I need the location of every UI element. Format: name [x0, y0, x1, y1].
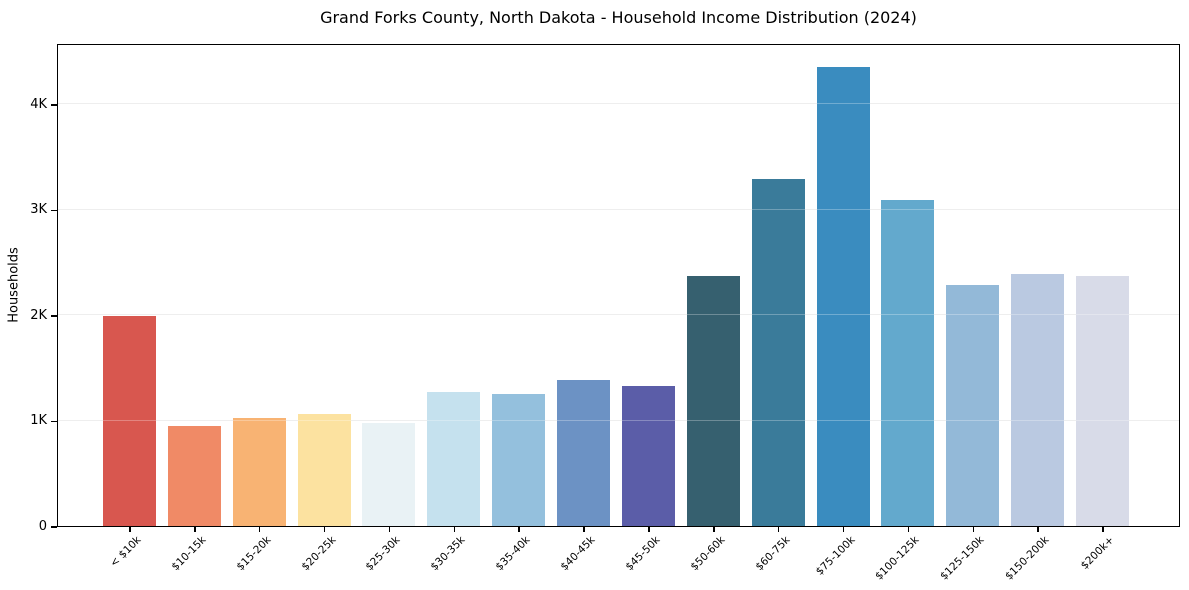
bar-$20-25k — [297, 414, 351, 526]
x-tick-label-$60-75k: $60-75k — [753, 534, 793, 574]
gridline-2000 — [58, 314, 1179, 315]
x-tick-$40-45k — [583, 527, 585, 532]
x-tick-label-$200k+: $200k+ — [1078, 534, 1117, 572]
gridline-3000 — [58, 208, 1179, 210]
x-tick-$50-60k — [713, 527, 715, 532]
bar-< $10k — [103, 316, 156, 526]
plot-area — [57, 44, 1180, 527]
gridline-overlay-1000 — [58, 419, 1179, 421]
x-tick-$20-25k — [323, 527, 326, 532]
x-tick-label-$100-125k: $100-125k — [873, 534, 922, 583]
x-tick-label-$25-30k: $25-30k — [363, 534, 403, 574]
bar-$10-15k — [167, 425, 221, 526]
gridline-overlay-3000 — [58, 208, 1179, 210]
x-tick-label-$15-20k: $15-20k — [234, 534, 274, 574]
x-tick-label-$45-50k: $45-50k — [623, 534, 663, 574]
bar-$100-125k — [881, 200, 935, 526]
x-tick-$25-30k — [388, 527, 391, 532]
x-tick-$200k+ — [1102, 527, 1104, 532]
bar-$50-60k — [686, 275, 740, 526]
x-tick-$100-125k — [907, 527, 910, 532]
bar-$40-45k — [557, 379, 611, 526]
x-tick-$150-200k — [1037, 527, 1039, 532]
gridline-overlay-4000 — [58, 102, 1179, 104]
x-tick-$45-50k — [648, 527, 650, 532]
y-tick-2K — [51, 315, 57, 317]
bar-$25-30k — [362, 422, 416, 526]
bar-$15-20k — [232, 418, 286, 526]
x-tick-$10-15k — [194, 527, 196, 532]
x-tick-$15-20k — [258, 527, 261, 532]
bar-$200k+ — [1076, 275, 1130, 526]
x-tick-$30-35k — [453, 527, 456, 532]
y-tick-label-0: 0 — [38, 519, 47, 534]
gridline-1000 — [58, 419, 1179, 421]
y-tick-label-1K: 1K — [30, 413, 47, 429]
bar-$60-75k — [751, 178, 805, 526]
x-tick-label-< $10k: < $10k — [107, 534, 144, 570]
x-tick-< $10k — [129, 527, 131, 532]
bar-$125-150k — [946, 285, 1000, 526]
x-tick-$60-75k — [777, 527, 780, 532]
y-tick-label-2K: 2K — [30, 307, 47, 323]
gridline-overlay-2000 — [58, 314, 1179, 315]
x-tick-label-$75-100k: $75-100k — [813, 534, 858, 578]
bar-$30-35k — [427, 392, 481, 526]
x-tick-label-$50-60k: $50-60k — [688, 534, 728, 574]
y-tick-4K — [51, 104, 57, 106]
x-tick-label-$40-45k: $40-45k — [558, 534, 598, 574]
x-tick-$125-150k — [972, 527, 975, 532]
x-tick-label-$20-25k: $20-25k — [299, 534, 339, 574]
x-tick-$75-100k — [842, 527, 845, 532]
y-tick-3K — [51, 209, 57, 212]
y-tick-label-3K: 3K — [30, 202, 47, 218]
x-tick-label-$35-40k: $35-40k — [493, 534, 533, 574]
bar-$75-100k — [816, 67, 870, 526]
y-tick-1K — [51, 420, 57, 423]
bar-$45-50k — [621, 386, 675, 526]
bar-$35-40k — [492, 394, 546, 526]
x-tick-$35-40k — [518, 527, 520, 532]
x-tick-label-$10-15k: $10-15k — [169, 534, 209, 574]
x-tick-label-$125-150k: $125-150k — [938, 534, 987, 583]
x-tick-label-$30-35k: $30-35k — [428, 534, 468, 574]
y-tick-label-4K: 4K — [30, 96, 47, 112]
chart-title: Grand Forks County, North Dakota - House… — [320, 8, 917, 27]
x-tick-label-$150-200k: $150-200k — [1003, 534, 1052, 583]
gridline-4000 — [58, 102, 1179, 104]
bar-$150-200k — [1011, 273, 1065, 526]
y-tick-0 — [51, 526, 57, 528]
